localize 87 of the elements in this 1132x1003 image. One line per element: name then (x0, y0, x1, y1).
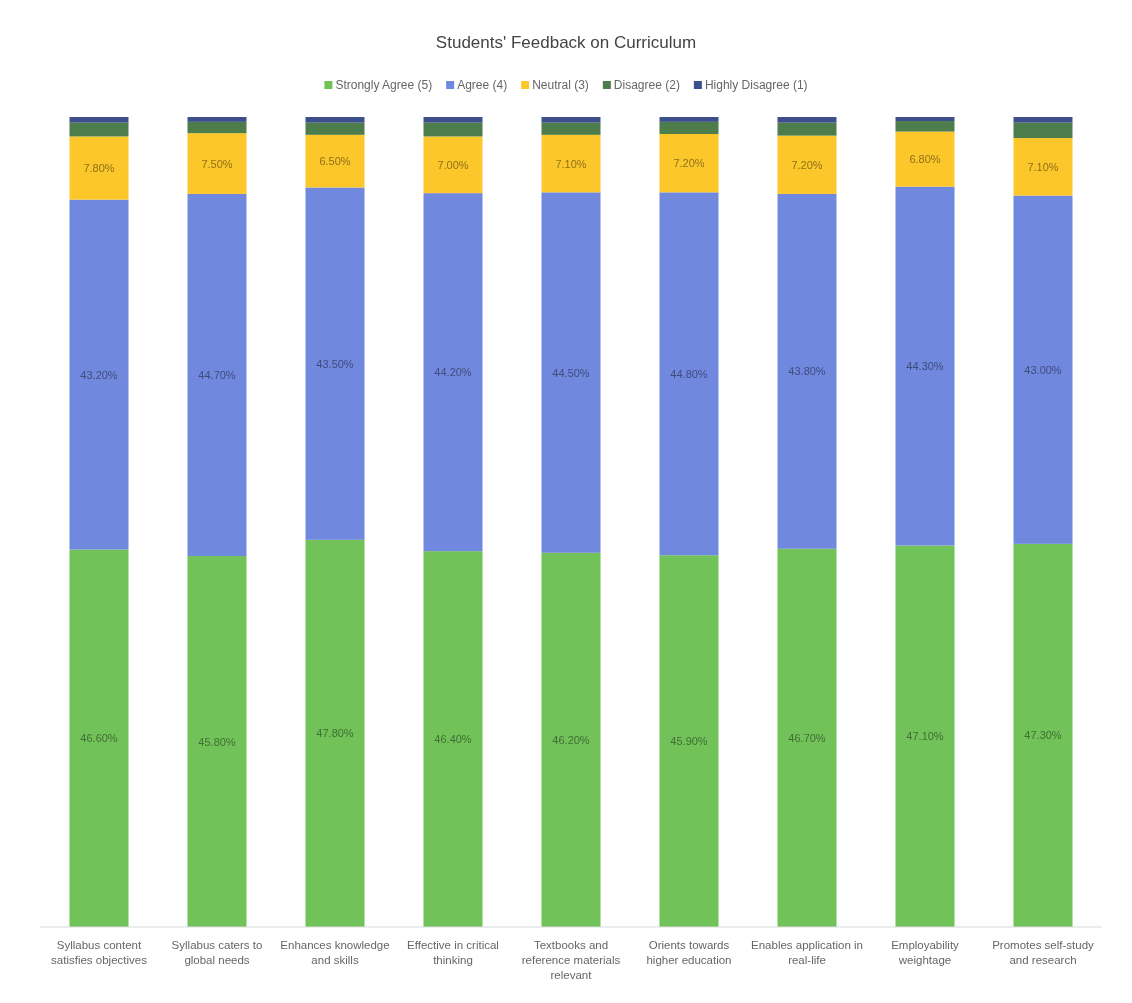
bar (777, 548, 837, 927)
bar (305, 187, 365, 540)
bar (1013, 543, 1073, 927)
bar (1013, 117, 1073, 123)
data-label: 7.20% (791, 158, 823, 171)
bar (659, 117, 719, 122)
bar (187, 121, 247, 134)
bar (541, 192, 601, 553)
x-tick-label: Enhances knowledge and skills (280, 939, 390, 966)
data-label: 43.50% (316, 357, 354, 370)
x-tick-label: Promotes self-study and research (992, 939, 1095, 966)
data-label: 47.80% (316, 727, 354, 740)
data-label: 45.90% (670, 735, 708, 748)
data-label: 6.80% (909, 153, 941, 166)
data-label: 7.20% (673, 157, 705, 170)
bar (305, 117, 365, 123)
bar (541, 134, 601, 193)
legend-label: Agree (4) (457, 78, 508, 92)
data-label: 7.80% (83, 162, 115, 175)
x-tick-label: Enables application in real-life (751, 939, 863, 966)
bar (1013, 195, 1073, 544)
x-tick-label: Syllabus content satisfies objectives (51, 939, 148, 966)
data-label: 7.50% (201, 157, 233, 170)
bar (777, 117, 837, 123)
data-label: 47.30% (1024, 729, 1062, 742)
data-label: 44.20% (434, 366, 472, 379)
bar (659, 192, 719, 556)
data-label: 44.50% (552, 366, 590, 379)
bar (423, 551, 483, 927)
bar (305, 122, 365, 135)
data-label: 7.10% (1027, 160, 1059, 173)
bar (187, 193, 247, 557)
bar (659, 121, 719, 135)
data-label: 43.80% (788, 365, 826, 378)
bar (423, 117, 483, 123)
data-label: 44.70% (198, 368, 236, 381)
bar (895, 186, 955, 546)
data-label: 7.00% (437, 158, 469, 171)
bar (69, 117, 129, 123)
legend-label: Disagree (2) (613, 78, 680, 92)
bar (305, 539, 365, 927)
data-label: 45.80% (198, 735, 236, 748)
bar (541, 117, 601, 123)
legend-label: Neutral (3) (532, 78, 589, 92)
data-label: 44.30% (906, 360, 944, 373)
data-label: 46.70% (788, 731, 826, 744)
bar (187, 556, 247, 927)
bar (541, 552, 601, 927)
bar (423, 193, 483, 552)
x-tick-label: Employability weightage (891, 939, 960, 966)
bar (777, 122, 837, 136)
legend-label: Strongly Agree (5) (335, 78, 433, 92)
bar (423, 136, 483, 194)
data-label: 47.10% (906, 730, 944, 743)
bar (895, 131, 955, 187)
bar (777, 193, 837, 549)
bar (541, 122, 601, 135)
bar (777, 135, 837, 194)
data-label: 46.20% (552, 733, 590, 746)
legend-label: Highly Disagree (1) (704, 78, 808, 92)
chart-title: Students' Feedback on Curriculum (435, 33, 697, 52)
bar (187, 133, 247, 194)
data-label: 6.50% (319, 155, 351, 168)
bar (1013, 122, 1073, 139)
bar (187, 117, 247, 122)
bar (305, 134, 365, 188)
x-tick-label: Textbooks and reference materials relevant (521, 939, 621, 981)
bar (895, 117, 955, 122)
bar (423, 122, 483, 137)
bar (895, 545, 955, 927)
bar (69, 122, 129, 137)
bar (69, 549, 129, 927)
bar (659, 134, 719, 193)
bar (659, 555, 719, 927)
bar (69, 136, 129, 200)
data-label: 7.10% (555, 157, 587, 170)
data-label: 46.40% (434, 733, 472, 746)
data-label: 46.60% (80, 732, 118, 745)
x-tick-label: Orients towards higher education (646, 939, 732, 966)
data-label: 44.80% (670, 367, 708, 380)
x-tick-label: Syllabus caters to global needs (171, 939, 263, 966)
data-label: 43.00% (1024, 363, 1062, 376)
bar (1013, 138, 1073, 196)
bar (69, 199, 129, 550)
x-tick-label: Effective in critical thinking (407, 939, 499, 966)
bar (895, 121, 955, 132)
data-label: 43.20% (80, 368, 118, 381)
